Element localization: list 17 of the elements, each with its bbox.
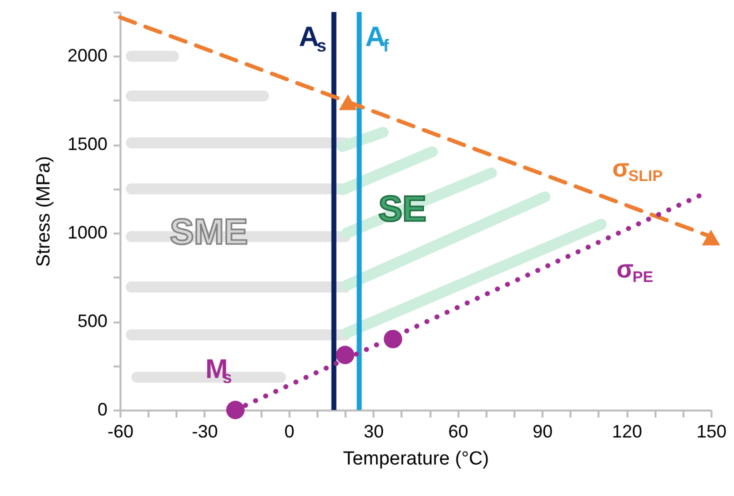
x-tick-label: 60 (448, 422, 468, 442)
y-tick-label: 1000 (67, 222, 108, 243)
annotation: SME (170, 211, 248, 252)
x-tick-label: -60 (107, 422, 134, 442)
x-tick-label: -30 (192, 422, 218, 442)
x-tick-label: 120 (612, 422, 642, 442)
y-tick-label: 500 (77, 311, 108, 332)
y-tick-label: 2000 (67, 46, 108, 66)
x-axis-title: Temperature (°C) (343, 448, 489, 470)
x-tick-label: 150 (696, 422, 727, 442)
y-tick-label: 1500 (67, 134, 108, 154)
y-axis-title: Stress (MPa) (33, 156, 54, 267)
x-tick-label: 90 (532, 422, 553, 442)
y-tick-label: 0 (97, 400, 108, 420)
x-tick-label: 30 (364, 422, 384, 442)
x-tick-label: 0 (284, 422, 294, 442)
annotation: SE (378, 188, 426, 230)
